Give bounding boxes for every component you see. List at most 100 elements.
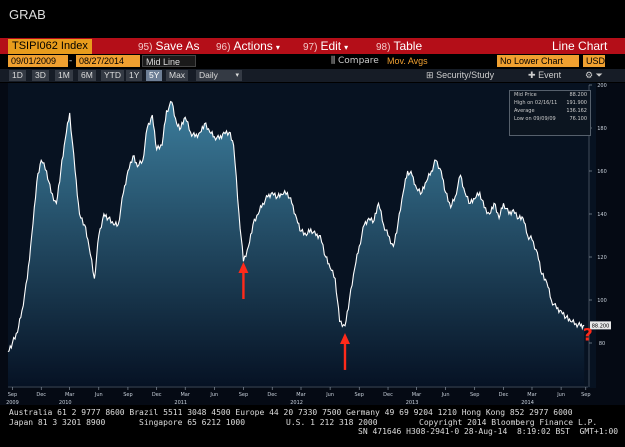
actions-number: 96): [216, 42, 231, 53]
period-5y[interactable]: 5Y: [146, 70, 163, 81]
question-mark-annotation: ?: [583, 325, 593, 345]
lower-chart-select[interactable]: No Lower Chart: [497, 55, 579, 67]
period-1m[interactable]: 1M: [55, 70, 73, 81]
compare-label: Compare: [338, 56, 379, 66]
y-tick-label: 200: [597, 83, 607, 89]
line-type-select[interactable]: Mid Line: [142, 55, 196, 67]
table-label: Table: [393, 39, 423, 53]
mov-avgs-button[interactable]: Mov. Avgs: [384, 55, 428, 67]
footer-asia-line: Japan 81 3 3201 8900 Singapore 65 6212 1…: [9, 418, 246, 427]
ticker-field[interactable]: TSIPI062 Index: [8, 39, 92, 54]
compare-icon: ⫼: [331, 56, 336, 66]
x-tick-label: Jun: [94, 392, 103, 398]
legend-value: 76.100: [569, 116, 588, 122]
x-tick-label: Sep: [355, 392, 364, 398]
chart-legend: Mid Price 88.200 High on 02/16/11 191.900 …: [509, 90, 591, 136]
edit-menu[interactable]: 97) Edit ▾: [303, 38, 348, 54]
save-as-number: 95): [138, 42, 153, 53]
last-price-label: 88.200: [592, 323, 610, 329]
event-label: Event: [538, 70, 562, 80]
x-tick-label: Dec: [499, 392, 509, 398]
period-6m[interactable]: 6M: [78, 70, 96, 81]
period-3d[interactable]: 3D: [32, 70, 49, 81]
x-year-label: 2013: [406, 400, 419, 405]
period-ytd[interactable]: YTD: [101, 70, 124, 81]
chart-settings-button[interactable]: ⚙ ⏷: [585, 69, 603, 82]
event-button[interactable]: ✚ Event: [528, 69, 561, 82]
footer: Australia 61 2 9777 8600 Brazil 5511 304…: [0, 408, 625, 447]
collapse-icon: ⏷: [595, 70, 603, 80]
y-tick-label: 120: [597, 255, 607, 261]
save-as-label: Save As: [155, 39, 200, 53]
x-year-label: 2014: [521, 400, 534, 405]
legend-label: Low on 09/09/09: [514, 116, 556, 122]
legend-label: Average: [514, 108, 535, 114]
period-max[interactable]: Max: [166, 70, 189, 81]
price-series-line: [7, 100, 585, 353]
security-study-label: Security/Study: [436, 70, 495, 80]
legend-value: 88.200: [569, 92, 588, 98]
legend-item-mid: Mid Price 88.200: [510, 91, 590, 99]
footer-contacts-line: Australia 61 2 9777 8600 Brazil 5511 304…: [9, 408, 573, 417]
x-tick-label: Jun: [441, 392, 450, 398]
red-arrow-head-icon: [339, 332, 350, 344]
date-separator: -: [69, 56, 73, 66]
y-tick-label: 100: [597, 298, 607, 304]
x-year-label: 2009: [6, 400, 19, 405]
settings-icon: ⚙: [585, 70, 594, 80]
legend-value: 136.162: [566, 108, 587, 114]
x-tick-label: Sep: [581, 392, 590, 398]
x-tick-label: Sep: [123, 392, 132, 398]
x-tick-label: Jun: [556, 392, 565, 398]
table-menu[interactable]: 98) Table: [376, 38, 422, 54]
price-area-fill: [8, 101, 585, 386]
x-tick-label: Dec: [152, 392, 162, 398]
start-date-field[interactable]: 09/01/2009: [8, 55, 68, 67]
event-icon: ✚: [528, 70, 536, 80]
grab-label: GRAB: [9, 7, 46, 22]
security-study-icon: ⊞: [426, 70, 434, 80]
x-tick-label: Sep: [239, 392, 248, 398]
x-year-label: 2012: [290, 400, 303, 405]
legend-item-high: High on 02/16/11 191.900: [510, 99, 590, 107]
currency-select[interactable]: USD: [583, 55, 605, 67]
x-tick-label: Dec: [36, 392, 46, 398]
x-tick-label: Jun: [325, 392, 334, 398]
function-toolbar: [0, 38, 625, 54]
legend-label: High on 02/16/11: [514, 100, 558, 106]
legend-item-low: Low on 09/09/09 76.100: [510, 115, 590, 123]
security-study-button[interactable]: ⊞ Security/Study: [426, 69, 494, 82]
footer-us-line: U.S. 1 212 318 2000: [286, 418, 378, 427]
x-year-label: 2011: [174, 400, 187, 405]
interval-select[interactable]: Daily ▾: [196, 70, 242, 81]
y-tick-label: 140: [597, 212, 607, 218]
edit-caret-icon: ▾: [344, 43, 349, 52]
period-1y[interactable]: 1Y: [126, 70, 143, 81]
x-tick-label: Dec: [267, 392, 277, 398]
footer-copyright: Copyright 2014 Bloomberg Finance L.P.: [419, 418, 598, 427]
x-tick-label: Mar: [412, 392, 422, 398]
x-tick-label: Sep: [8, 392, 17, 398]
table-number: 98): [376, 42, 391, 53]
x-tick-label: Mar: [180, 392, 190, 398]
red-arrow-head-icon: [238, 262, 249, 273]
y-tick-label: 160: [597, 169, 607, 175]
legend-label: Mid Price: [514, 92, 537, 98]
x-tick-label: Dec: [383, 392, 393, 398]
x-tick-label: Jun: [209, 392, 218, 398]
compare-control[interactable]: ⫼ Compare: [331, 55, 379, 67]
x-tick-label: Mar: [296, 392, 306, 398]
period-1d[interactable]: 1D: [9, 70, 26, 81]
end-date-field[interactable]: 08/27/2014: [76, 55, 140, 67]
last-price-tag: [590, 321, 611, 330]
footer-session-line: SN 471646 H308-2941-0 28-Aug-14 8:19:02 …: [358, 427, 619, 436]
x-year-label: 2010: [59, 400, 72, 405]
actions-label: Actions: [233, 39, 273, 53]
actions-caret-icon: ▾: [275, 43, 280, 52]
price-chart[interactable]: Sep Dec Mar Jun Sep Dec Mar Jun Sep Dec Mar Jun Sep D…: [0, 83, 625, 405]
legend-item-average: Average 136.162: [510, 107, 590, 115]
save-as-menu[interactable]: 95) Save As: [138, 38, 199, 54]
actions-menu[interactable]: 96) Actions ▾: [216, 38, 280, 54]
edit-number: 97): [303, 42, 318, 53]
interval-caret-icon: ▾: [235, 72, 239, 79]
